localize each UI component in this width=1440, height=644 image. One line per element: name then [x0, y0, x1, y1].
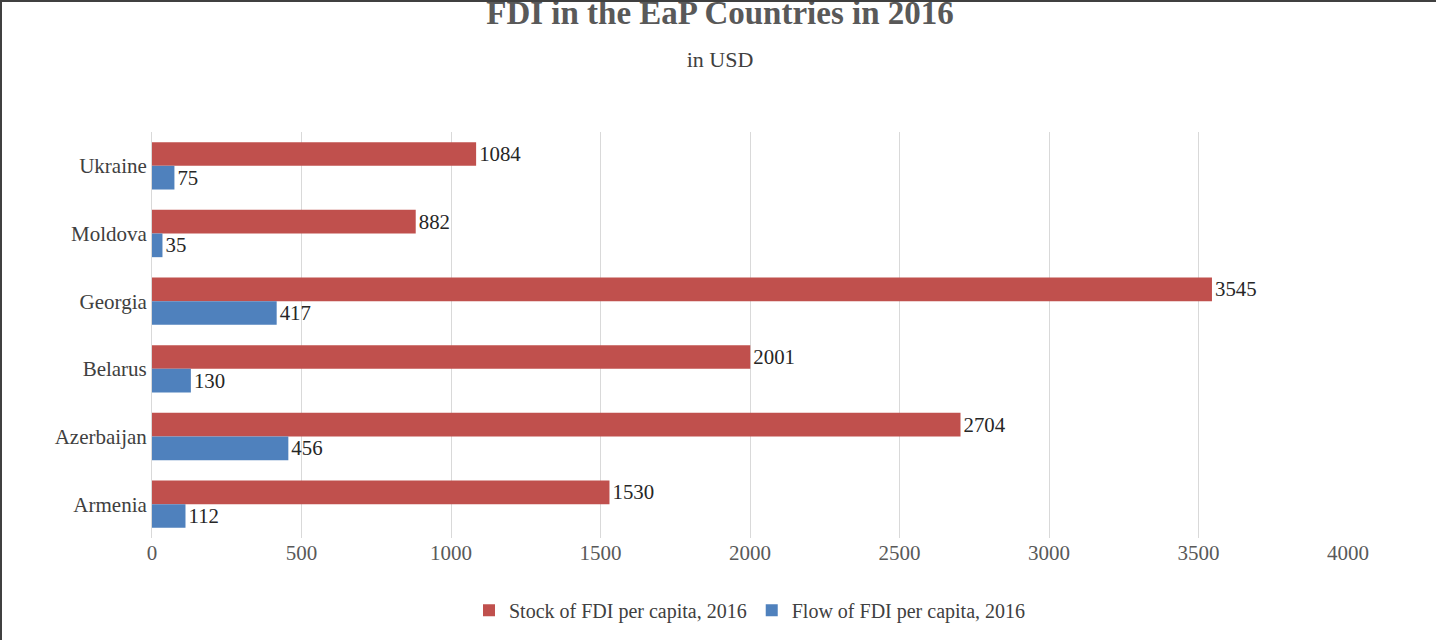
svg-text:Azerbaijan: Azerbaijan — [55, 425, 148, 449]
svg-text:1530: 1530 — [612, 480, 654, 504]
svg-text:Armenia: Armenia — [73, 493, 147, 517]
svg-text:3545: 3545 — [1215, 277, 1257, 301]
svg-text:882: 882 — [419, 210, 450, 234]
svg-text:3000: 3000 — [1028, 541, 1070, 565]
svg-text:35: 35 — [165, 233, 186, 257]
svg-text:1500: 1500 — [580, 541, 622, 565]
svg-text:75: 75 — [177, 166, 198, 190]
svg-text:2000: 2000 — [729, 541, 771, 565]
svg-text:4000: 4000 — [1327, 541, 1369, 565]
svg-text:Ukraine: Ukraine — [79, 154, 147, 178]
svg-text:FDI in the EaP Countries in 20: FDI in the EaP Countries in 2016in USD — [486, 2, 954, 72]
svg-text:2001: 2001 — [753, 345, 795, 369]
svg-text:Belarus: Belarus — [83, 357, 147, 381]
svg-text:112: 112 — [188, 504, 218, 528]
svg-text:3500: 3500 — [1178, 541, 1220, 565]
svg-text:2500: 2500 — [879, 541, 921, 565]
svg-text:500: 500 — [286, 541, 318, 565]
svg-text:Stock of FDI per capita, 2016: Stock of FDI per capita, 2016 — [509, 600, 747, 623]
svg-text:Moldova: Moldova — [71, 222, 148, 246]
svg-text:417: 417 — [280, 301, 311, 325]
svg-text:2704: 2704 — [964, 413, 1006, 437]
svg-text:Georgia: Georgia — [80, 290, 148, 314]
svg-text:456: 456 — [291, 436, 322, 460]
svg-text:130: 130 — [194, 369, 225, 393]
svg-text:Flow of FDI per capita, 2016: Flow of FDI per capita, 2016 — [792, 600, 1025, 623]
svg-text:0: 0 — [147, 541, 158, 565]
svg-text:1000: 1000 — [430, 541, 472, 565]
svg-text:1084: 1084 — [479, 142, 521, 166]
